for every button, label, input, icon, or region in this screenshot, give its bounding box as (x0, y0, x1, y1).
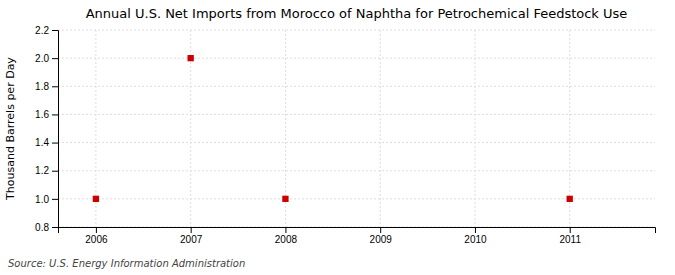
tick-label: 2.0 (35, 53, 49, 64)
tick: 2010 (464, 227, 487, 245)
tick: 1.4 (35, 137, 58, 148)
tick-mark (52, 171, 58, 172)
points (93, 55, 573, 202)
tick-mark (380, 227, 381, 233)
tick-label: 1.6 (35, 109, 49, 120)
tick: 2.2 (35, 25, 58, 36)
tick-mark (52, 143, 58, 144)
grid-line-x (474, 30, 475, 227)
tick-label: 2.2 (35, 25, 49, 36)
point (188, 55, 194, 61)
tick-label: 2006 (85, 234, 108, 245)
y-axis-label: Thousand Barrels per Day (4, 57, 17, 201)
tick-mark (52, 30, 58, 31)
tick-mark (52, 114, 58, 115)
plot-area: 2006 2007 2008 2009 2010 2011 0.8 1.0 1.2 1.4 1.6 1… (35, 25, 655, 245)
tick: 0.8 (35, 222, 58, 233)
grid-line-y (58, 170, 655, 171)
grid-line-x (380, 30, 381, 227)
grid-line-y (58, 58, 655, 59)
grid-line-y (58, 30, 655, 31)
chart: 2006 2007 2008 2009 2010 2011 0.8 1.0 1.2 1.4 1.6 1… (0, 0, 675, 275)
tick-label: 1.0 (35, 194, 49, 205)
tick-label: 2007 (180, 234, 203, 245)
tick: 2009 (370, 227, 393, 245)
tick-mark (475, 227, 476, 233)
point (567, 196, 573, 202)
tick-label: 2011 (559, 234, 581, 245)
axis-line (52, 31, 59, 228)
tick-label: 1.4 (35, 137, 49, 148)
tick: 2007 (180, 227, 203, 245)
tick: 1.0 (35, 194, 58, 205)
tick: 2008 (275, 227, 298, 245)
tick: 2.0 (35, 53, 58, 64)
tick-mark (285, 227, 286, 233)
tick-label: 2009 (370, 234, 393, 245)
tick: 1.8 (35, 81, 58, 92)
tick-label: 1.8 (35, 81, 49, 92)
tick-mark (96, 227, 97, 233)
tick-label: 2010 (464, 234, 487, 245)
grid-line-y (58, 198, 655, 199)
tick: 1.6 (35, 109, 58, 120)
grid-line-y (58, 142, 655, 143)
tick-mark (52, 227, 58, 228)
point (93, 196, 99, 202)
x-axis: 2006 2007 2008 2009 2010 2011 (59, 227, 656, 245)
tick-label: 2008 (275, 234, 298, 245)
tick-mark (191, 227, 192, 233)
tick-mark (52, 58, 58, 59)
tick: 2011 (559, 227, 581, 245)
grid (58, 30, 655, 227)
y-axis: 0.8 1.0 1.2 1.4 1.6 1.8 2.0 2.2 (35, 25, 58, 233)
point (282, 196, 288, 202)
grid-line-y (58, 86, 655, 87)
source-note: Source: U.S. Energy Information Administ… (8, 258, 245, 269)
axis-line (59, 228, 656, 234)
title: Annual U.S. Net Imports from Morocco of … (86, 6, 628, 21)
tick: 1.2 (35, 165, 58, 176)
tick-label: 1.2 (35, 165, 49, 176)
tick-mark (570, 227, 571, 233)
tick: 2006 (85, 227, 108, 245)
tick-label: 0.8 (35, 222, 49, 233)
grid-line-y (58, 114, 655, 115)
tick-mark (52, 199, 58, 200)
tick-mark (52, 86, 58, 87)
